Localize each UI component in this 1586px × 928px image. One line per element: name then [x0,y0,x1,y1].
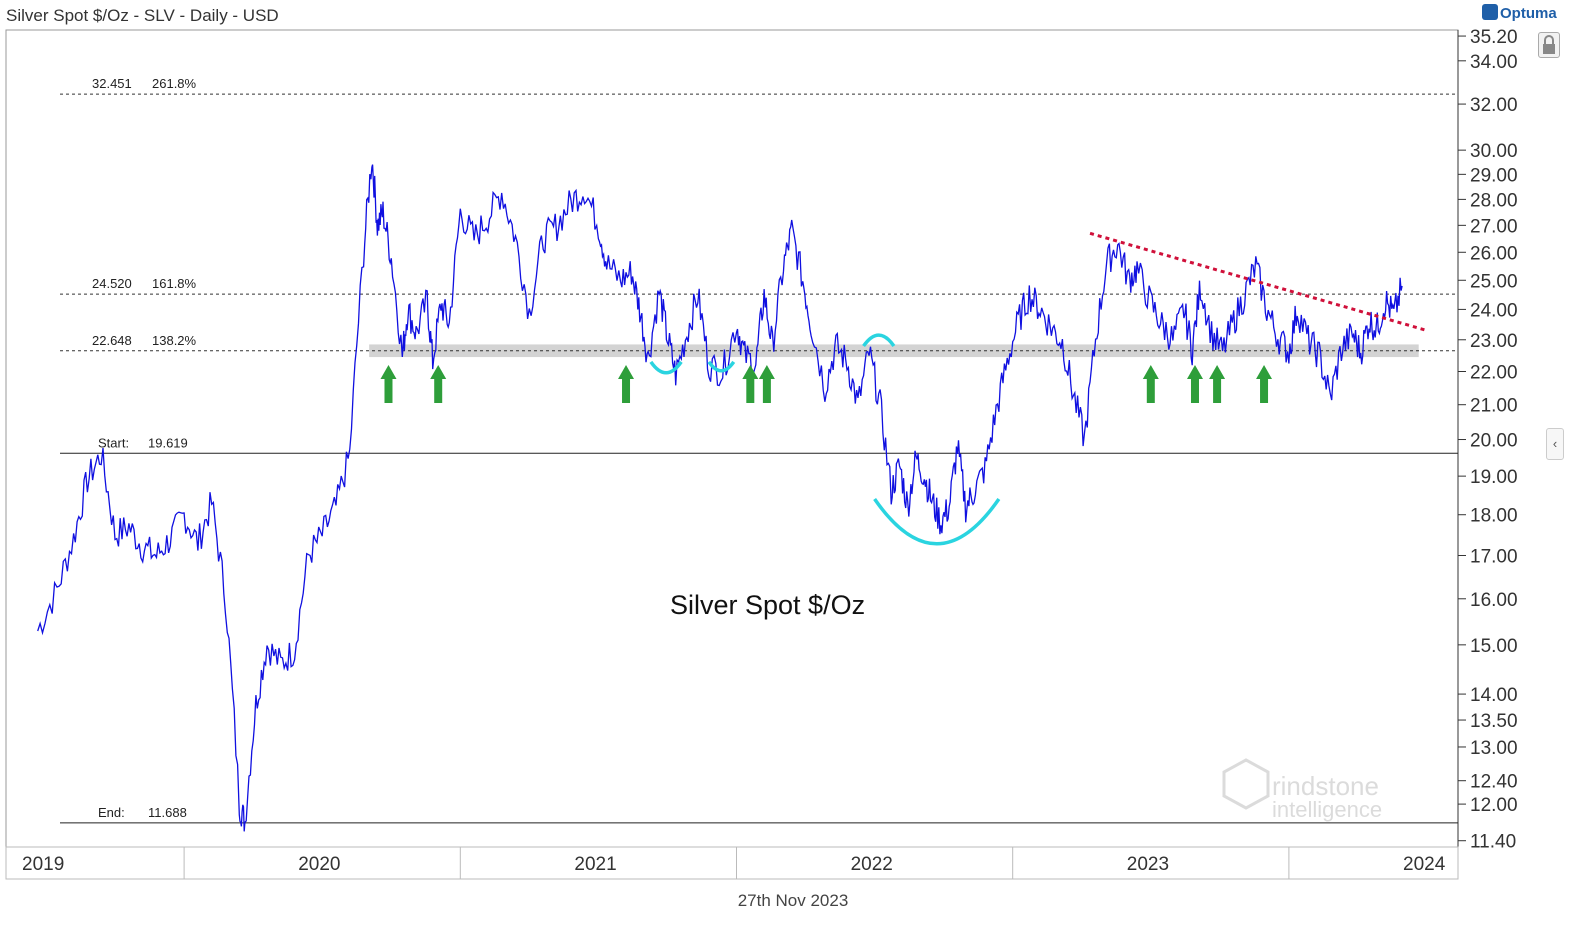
y-tick-label: 23.00 [1470,331,1518,352]
y-tick-label: 29.00 [1470,165,1518,186]
watermark-line2: intelligence [1272,797,1382,822]
plot-frame [5,29,1459,848]
y-tick-label: 25.00 [1470,271,1518,292]
up-arrow-icon [758,365,775,404]
y-tick-label: 30.00 [1470,141,1518,162]
level-label: Start: [98,435,129,450]
x-tick-label: 2024 [1403,854,1446,875]
level-value: 161.8% [152,276,197,291]
up-arrow-icon [1142,365,1159,404]
watermark-logo-icon [1222,758,1270,810]
chart-header-title: Silver Spot $/Oz - SLV - Daily - USD [6,6,279,25]
y-tick-label: 27.00 [1470,216,1518,237]
y-tick-label: 28.00 [1470,190,1518,211]
y-tick-label: 32.00 [1470,95,1518,116]
chart-date: 27th Nov 2023 [737,891,849,910]
price-line [37,164,1403,832]
up-arrow-icon [1186,365,1203,404]
chevron-left-icon[interactable]: ‹ [1546,428,1564,460]
level-value: 261.8% [152,76,197,91]
y-tick-label: 20.00 [1470,431,1518,452]
x-tick-label: 2021 [574,854,616,875]
y-tick-label: 35.20 [1470,27,1518,48]
y-tick-label: 13.00 [1470,738,1518,759]
level-label: End: [98,805,125,820]
watermark-line1: rindstone [1272,771,1379,801]
level-value: 11.688 [148,805,187,820]
support-curve [649,360,683,375]
y-tick-label: 24.00 [1470,300,1518,321]
y-tick-label: 12.00 [1470,795,1518,816]
y-tick-label: 21.00 [1470,396,1518,417]
brand-logo: Optuma [1482,4,1557,22]
y-tick-label: 15.00 [1470,636,1518,657]
optuma-logo-icon [1482,4,1498,20]
x-tick-label: 2022 [851,854,893,875]
y-tick-label: 17.00 [1470,547,1518,568]
resistance-trendline [1089,231,1428,332]
y-tick-label: 34.00 [1470,52,1518,73]
y-tick-label: 11.40 [1470,832,1516,853]
y-tick-label: 12.40 [1470,772,1518,793]
x-tick-label: 2020 [298,854,340,875]
brand-name: Optuma [1500,5,1557,22]
y-tick-label: 19.00 [1470,467,1518,488]
support-curve [862,333,896,348]
up-arrow-icon [1209,365,1226,404]
y-tick-label: 14.00 [1470,685,1518,706]
up-arrow-icon [742,365,759,404]
y-tick-label: 18.00 [1470,506,1518,527]
y-tick-label: 13.50 [1470,711,1518,732]
x-tick-label: 2019 [22,854,64,875]
lock-icon[interactable] [1538,32,1560,58]
chart-annotation: Silver Spot $/Oz [670,590,865,620]
x-axis-band [5,846,1459,880]
level-label: 32.451 [92,76,132,91]
y-tick-label: 16.00 [1470,590,1518,611]
x-tick-label: 2023 [1127,854,1169,875]
level-value: 138.2% [152,333,197,348]
level-label: 22.648 [92,333,132,348]
level-value: 19.619 [148,435,188,450]
up-arrow-icon [430,365,447,404]
y-tick-label: 26.00 [1470,243,1518,264]
support-band [369,344,1419,358]
support-curve [873,498,1001,546]
level-label: 24.520 [92,276,132,291]
up-arrow-icon [380,365,397,404]
up-arrow-icon [618,365,635,404]
support-curve [707,360,736,373]
up-arrow-icon [1256,365,1273,404]
y-tick-label: 22.00 [1470,363,1518,384]
